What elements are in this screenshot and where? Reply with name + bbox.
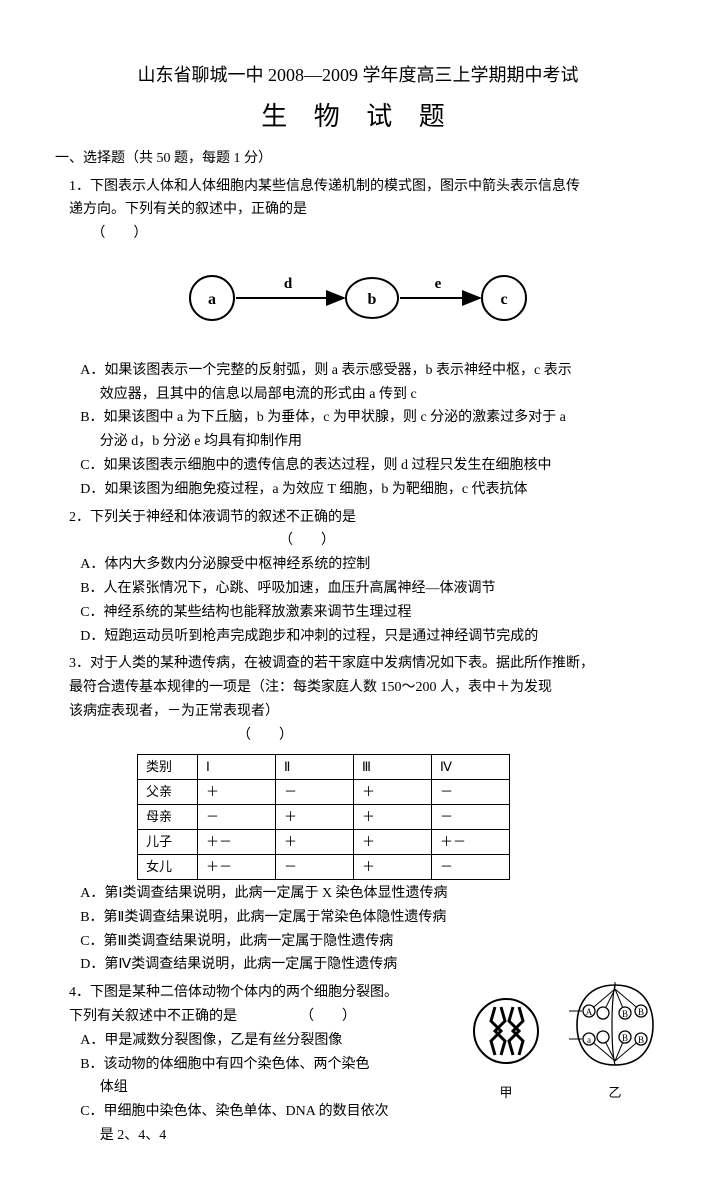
q3-stem3: 该病症表现者，－为正常表现者） — [55, 700, 661, 724]
question-3: 3．对于人类的某种遗传病，在被调查的若干家庭中发病情况如下表。据此所作推断， 最… — [55, 652, 661, 977]
q4-opt-a: A．甲是减数分裂图像，乙是有丝分裂图像 — [55, 1029, 461, 1053]
q1-diagram: a b c d e — [55, 264, 661, 341]
title-line-2: 生 物 试 题 — [55, 95, 661, 139]
q2-opt-a: A．体内大多数内分泌腺受中枢神经系统的控制 — [55, 553, 661, 577]
question-4: 4．下图是某种二倍体动物个体内的两个细胞分裂图。 下列有关叙述中不正确的是 （ … — [55, 981, 661, 1148]
q1-paren: （ ） — [55, 222, 661, 246]
section-1-head: 一、选择题（共 50 题，每题 1 分） — [55, 147, 661, 171]
title-line-1: 山东省聊城一中 2008—2009 学年度高三上学期期中考试 — [55, 60, 661, 91]
q4-opt-c-cont: 是 2、4、4 — [55, 1124, 461, 1148]
q1-opt-b: B．如果该图中 a 为下丘脑，b 为垂体，c 为甲状腺，则 c 分泌的激素过多对… — [55, 406, 661, 430]
svg-text:B: B — [638, 1035, 644, 1045]
q4-opt-b: B．该动物的体细胞中有四个染色体、两个染色 — [55, 1053, 461, 1077]
edge-e-label: e — [435, 276, 442, 292]
q4-opt-c: C．甲细胞中染色体、染色单体、DNA 的数目依次 — [55, 1100, 461, 1124]
svg-text:a: a — [587, 1035, 591, 1045]
q3-opt-d: D．第Ⅳ类调查结果说明，此病一定属于隐性遗传病 — [55, 953, 661, 977]
svg-text:B: B — [622, 1033, 628, 1043]
question-1: 1．下图表示人体和人体细胞内某些信息传递机制的模式图，图示中箭头表示信息传 递方… — [55, 175, 661, 502]
table-row: 母亲 － ＋ ＋ － — [138, 804, 510, 829]
q1-opt-a: A．如果该图表示一个完整的反射弧，则 a 表示感受器，b 表示神经中枢，c 表示 — [55, 359, 661, 383]
figure-yi: A B B a B B A a 乙 — [569, 981, 661, 1104]
q3-paren: （ ） — [55, 724, 661, 748]
q4-opt-b-cont: 体组 — [55, 1076, 461, 1100]
table-row: 类别 Ⅰ Ⅱ Ⅲ Ⅳ — [138, 754, 510, 779]
q3-stem2: 最符合遗传基本规律的一项是（注：每类家庭人数 150～200 人，表中＋为发现 — [55, 676, 661, 700]
question-2: 2．下列关于神经和体液调节的叙述不正确的是 （ ） A．体内大多数内分泌腺受中枢… — [55, 506, 661, 649]
q3-th-4: Ⅳ — [432, 754, 510, 779]
table-row: 女儿 ＋－ － ＋ － — [138, 854, 510, 879]
edge-d-label: d — [284, 276, 293, 292]
figure-jia: 甲 — [471, 993, 541, 1104]
table-row: 父亲 ＋ － ＋ － — [138, 779, 510, 804]
q3-th-0: 类别 — [138, 754, 198, 779]
q1-opt-a-cont: 效应器，且其中的信息以局部电流的形式由 a 传到 c — [55, 383, 661, 407]
q2-paren: （ ） — [55, 529, 661, 553]
q2-opt-c: C．神经系统的某些结构也能释放激素来调节生理过程 — [55, 601, 661, 625]
node-c-label: c — [500, 291, 507, 308]
q3-opt-c: C．第Ⅲ类调查结果说明，此病一定属于隐性遗传病 — [55, 930, 661, 954]
q1-opt-b-cont: 分泌 d，b 分泌 e 均具有抑制作用 — [55, 430, 661, 454]
q3-th-2: Ⅱ — [276, 754, 354, 779]
q3-opt-a: A．第Ⅰ类调查结果说明，此病一定属于 X 染色体显性遗传病 — [55, 882, 661, 906]
q3-table: 类别 Ⅰ Ⅱ Ⅲ Ⅳ 父亲 ＋ － ＋ － 母亲 － ＋ ＋ － 儿子 ＋－ ＋… — [137, 754, 510, 880]
q2-stem: 下列关于神经和体液调节的叙述不正确的是 — [90, 510, 356, 525]
q2-num: 2． — [69, 510, 90, 525]
q4-figures: 甲 A B B — [461, 981, 661, 1104]
q1-opt-c: C．如果该图表示细胞中的遗传信息的表达过程，则 d 过程只发生在细胞核中 — [55, 454, 661, 478]
svg-text:B: B — [638, 1007, 644, 1017]
table-row: 儿子 ＋－ ＋ ＋ ＋－ — [138, 829, 510, 854]
q4-stem1: 下图是某种二倍体动物个体内的两个细胞分裂图。 — [90, 985, 398, 1000]
q3-stem1: 对于人类的某种遗传病，在被调查的若干家庭中发病情况如下表。据此所作推断， — [90, 656, 594, 671]
q3-th-3: Ⅲ — [354, 754, 432, 779]
q2-opt-b: B．人在紧张情况下，心跳、呼吸加速，血压升高属神经—体液调节 — [55, 577, 661, 601]
q1-opt-d: D．如果该图为细胞免疫过程，a 为效应 T 细胞，b 为靶细胞，c 代表抗体 — [55, 478, 661, 502]
q4-stem2: 下列有关叙述中不正确的是 （ ） — [55, 1005, 461, 1029]
q3-opt-b: B．第Ⅱ类调查结果说明，此病一定属于常染色体隐性遗传病 — [55, 906, 661, 930]
q1-stem1: 下图表示人体和人体细胞内某些信息传递机制的模式图，图示中箭头表示信息传 — [90, 179, 580, 194]
figure-jia-label: 甲 — [471, 1082, 541, 1104]
q4-num: 4． — [69, 985, 90, 1000]
q3-th-1: Ⅰ — [198, 754, 276, 779]
svg-text:A: A — [586, 1007, 593, 1017]
q3-num: 3． — [69, 656, 90, 671]
node-a-label: a — [208, 291, 216, 308]
q1-stem2: 递方向。下列有关的叙述中，正确的是 — [55, 198, 661, 222]
node-b-label: b — [368, 291, 377, 308]
figure-yi-label: 乙 — [569, 1082, 661, 1104]
q2-opt-d: D．短跑运动员听到枪声完成跑步和冲刺的过程，只是通过神经调节完成的 — [55, 625, 661, 649]
q1-num: 1． — [69, 179, 90, 194]
